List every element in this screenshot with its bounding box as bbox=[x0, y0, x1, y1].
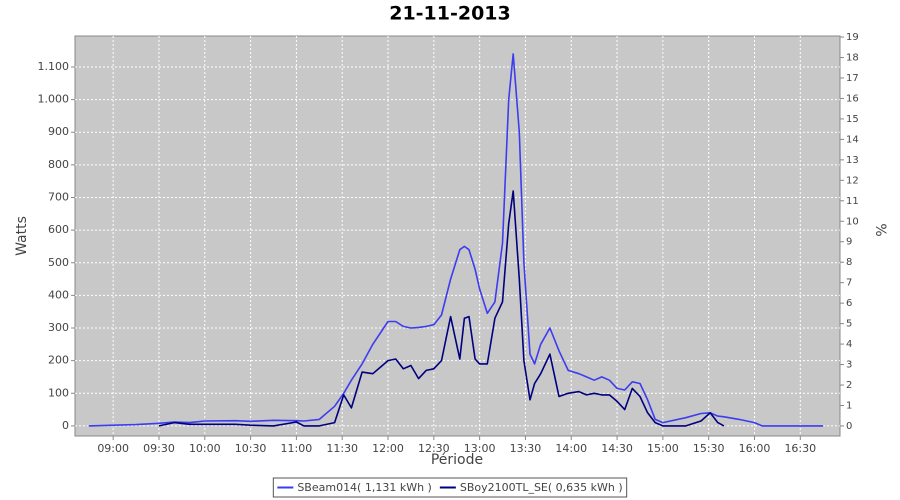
y-tick-label: 500 bbox=[48, 256, 69, 269]
y2-tick-label: 12 bbox=[846, 175, 859, 186]
y2-tick-label: 11 bbox=[846, 196, 859, 207]
y-tick-label: 700 bbox=[48, 191, 69, 204]
x-tick-label: 11:00 bbox=[281, 442, 313, 455]
y2-tick-label: 13 bbox=[846, 155, 859, 166]
x-tick-label: 12:30 bbox=[418, 442, 450, 455]
y-tick-label: 100 bbox=[48, 386, 69, 399]
y2-tick-label: 4 bbox=[846, 339, 852, 350]
y2-axis-title: % bbox=[872, 223, 888, 236]
y2-tick-label: 15 bbox=[846, 114, 859, 125]
y2-tick-label: 0 bbox=[846, 421, 852, 432]
y2-tick-label: 5 bbox=[846, 319, 852, 330]
y2-tick-label: 7 bbox=[846, 278, 852, 289]
x-tick-label: 10:00 bbox=[189, 442, 221, 455]
x-tick-label: 13:00 bbox=[464, 442, 496, 455]
y-tick-label: 600 bbox=[48, 223, 69, 236]
x-tick-label: 15:30 bbox=[693, 442, 725, 455]
y2-tick-label: 10 bbox=[846, 216, 859, 227]
y-tick-label: 400 bbox=[48, 288, 69, 301]
x-tick-label: 11:30 bbox=[326, 442, 358, 455]
y2-tick-label: 2 bbox=[846, 380, 852, 391]
y2-tick-label: 3 bbox=[846, 360, 852, 371]
y2-tick-label: 9 bbox=[846, 237, 852, 248]
series-line bbox=[158, 190, 725, 427]
x-tick-label: 14:30 bbox=[601, 442, 633, 455]
x-axis-title: Période bbox=[431, 452, 483, 468]
y2-tick-label: 14 bbox=[846, 134, 859, 145]
x-tick-label: 09:00 bbox=[97, 442, 129, 455]
x-tick-label: 16:30 bbox=[784, 442, 816, 455]
chart-title: 21-11-2013 bbox=[389, 3, 511, 25]
y2-tick-label: 18 bbox=[846, 52, 859, 63]
y-tick-label: 1.100 bbox=[38, 60, 70, 73]
y2-tick-label: 16 bbox=[846, 93, 859, 104]
y-tick-label: 0 bbox=[62, 419, 69, 432]
plot-area bbox=[74, 35, 841, 437]
y2-tick-label: 8 bbox=[846, 257, 852, 268]
x-tick-label: 16:00 bbox=[739, 442, 771, 455]
y-tick-label: 800 bbox=[48, 158, 69, 171]
y2-tick-label: 6 bbox=[846, 298, 852, 309]
x-tick-label: 13:30 bbox=[510, 442, 542, 455]
x-tick-label: 12:00 bbox=[372, 442, 404, 455]
x-tick-label: 10:30 bbox=[235, 442, 267, 455]
y-tick-label: 300 bbox=[48, 321, 69, 334]
x-tick-label: 09:30 bbox=[143, 442, 175, 455]
y-tick-label: 900 bbox=[48, 125, 69, 138]
y-axis-title: Watts bbox=[14, 216, 30, 256]
y-tick-label: 200 bbox=[48, 354, 69, 367]
y2-tick-label: 1 bbox=[846, 400, 852, 411]
series-line bbox=[88, 53, 824, 427]
x-tick-label: 15:00 bbox=[647, 442, 679, 455]
x-tick-label: 14:00 bbox=[555, 442, 587, 455]
legend-label: SBeam014( 1,131 kWh ) bbox=[297, 481, 432, 494]
y2-tick-label: 17 bbox=[846, 73, 859, 84]
y-tick-label: 1.000 bbox=[38, 93, 70, 106]
y2-tick-label: 19 bbox=[846, 32, 859, 43]
legend-label: SBoy2100TL_SE( 0,635 kWh ) bbox=[460, 481, 623, 494]
